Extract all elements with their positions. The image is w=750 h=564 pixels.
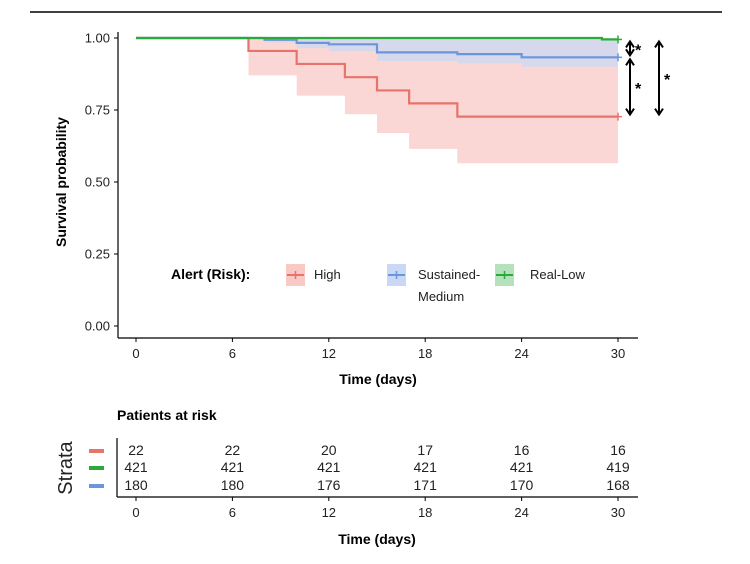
- risk-count: 176: [317, 477, 341, 493]
- risk-x-tick-label: 18: [418, 505, 432, 520]
- y-tick-label: 0.00: [85, 319, 110, 334]
- risk-y-axis-title: Strata: [55, 440, 77, 494]
- risk-count: 421: [124, 459, 148, 475]
- y-tick-label: 1.00: [85, 31, 110, 46]
- x-tick-label: 6: [229, 346, 236, 361]
- censor-mark-sustained-medium: [614, 53, 622, 62]
- km-axes: 0.00 0.25 0.50 0.75 1.00 0 6 12 18 24 30 Time (days…: [53, 31, 638, 387]
- significance-star: *: [664, 72, 671, 89]
- risk-count: 421: [221, 459, 245, 475]
- risk-count: 419: [606, 459, 630, 475]
- y-tick-label: 0.50: [85, 175, 110, 190]
- x-tick-label: 30: [611, 346, 625, 361]
- censor-mark-high: [614, 112, 622, 121]
- risk-x-tick-label: 30: [611, 505, 625, 520]
- risk-count: 180: [221, 477, 245, 493]
- survival-line-sustained-medium: [136, 36, 618, 59]
- risk-x-tick-label: 12: [322, 505, 336, 520]
- bracket-arrow-top: [625, 57, 635, 66]
- risk-count: 22: [128, 442, 144, 458]
- risk-count: 421: [510, 459, 534, 475]
- significance-star: *: [635, 42, 642, 59]
- significance-star: *: [635, 81, 642, 98]
- bracket-arrow-bottom: [654, 108, 664, 117]
- x-tick-label: 0: [132, 346, 139, 361]
- risk-count: 20: [321, 442, 337, 458]
- risk-count: 16: [610, 442, 626, 458]
- bracket-arrow-top: [654, 39, 664, 48]
- censor-mark-real-low: [614, 35, 622, 44]
- risk-count: 421: [317, 459, 341, 475]
- risk-x-tick-label: 24: [514, 505, 528, 520]
- risk-count: 180: [124, 477, 148, 493]
- legend-item-high: High: [286, 264, 341, 286]
- legend-title: Alert (Risk):: [171, 266, 250, 282]
- y-axis-title: Survival probability: [53, 117, 69, 247]
- risk-count: 170: [510, 477, 534, 493]
- x-tick-label: 18: [418, 346, 432, 361]
- risk-count: 22: [225, 442, 241, 458]
- ci-band-high: [136, 38, 618, 164]
- risk-x-tick-label: 0: [132, 505, 139, 520]
- bracket-arrow-bottom: [625, 48, 635, 58]
- legend-item-sustained-medium: Sustained- Medium: [387, 264, 480, 304]
- survival-line-real-low: [136, 36, 618, 41]
- y-tick-label: 0.75: [85, 103, 110, 118]
- x-tick-label: 24: [514, 346, 528, 361]
- bracket-arrow-top: [625, 39, 635, 48]
- risk-count: 421: [414, 459, 438, 475]
- y-tick-label: 0.25: [85, 247, 110, 262]
- legend-label: Real-Low: [530, 267, 586, 282]
- risk-count: 171: [414, 477, 438, 493]
- survival-line-high: [136, 36, 618, 118]
- legend: Alert (Risk): High Sustained- Medium Real-Lo…: [171, 264, 586, 304]
- significance-bracket: *: [654, 39, 671, 117]
- legend-label: High: [314, 267, 341, 282]
- x-axis-title: Time (days): [339, 371, 417, 387]
- risk-row-real-low: 421 421 421 421 421 419: [89, 459, 630, 475]
- legend-label: Medium: [418, 289, 464, 304]
- significance-bracket: *: [625, 57, 642, 117]
- risk-x-tick-label: 6: [229, 505, 236, 520]
- significance-bracket: *: [625, 39, 642, 59]
- bracket-arrow-bottom: [625, 108, 635, 117]
- survival-curves: [136, 35, 622, 121]
- legend-label: Sustained-: [418, 267, 480, 282]
- risk-x-axis-title: Time (days): [338, 531, 416, 547]
- legend-item-real-low: Real-Low: [495, 264, 586, 286]
- risk-count: 16: [514, 442, 530, 458]
- significance-brackets: * * *: [625, 39, 671, 117]
- risk-table-title: Patients at risk: [117, 407, 217, 423]
- risk-row-high: 22 22 20 17 16 16: [89, 442, 626, 458]
- risk-row-sustained-medium: 180 180 176 171 170 168: [89, 477, 630, 493]
- risk-count: 168: [606, 477, 630, 493]
- x-tick-label: 12: [322, 346, 336, 361]
- risk-count: 17: [417, 442, 433, 458]
